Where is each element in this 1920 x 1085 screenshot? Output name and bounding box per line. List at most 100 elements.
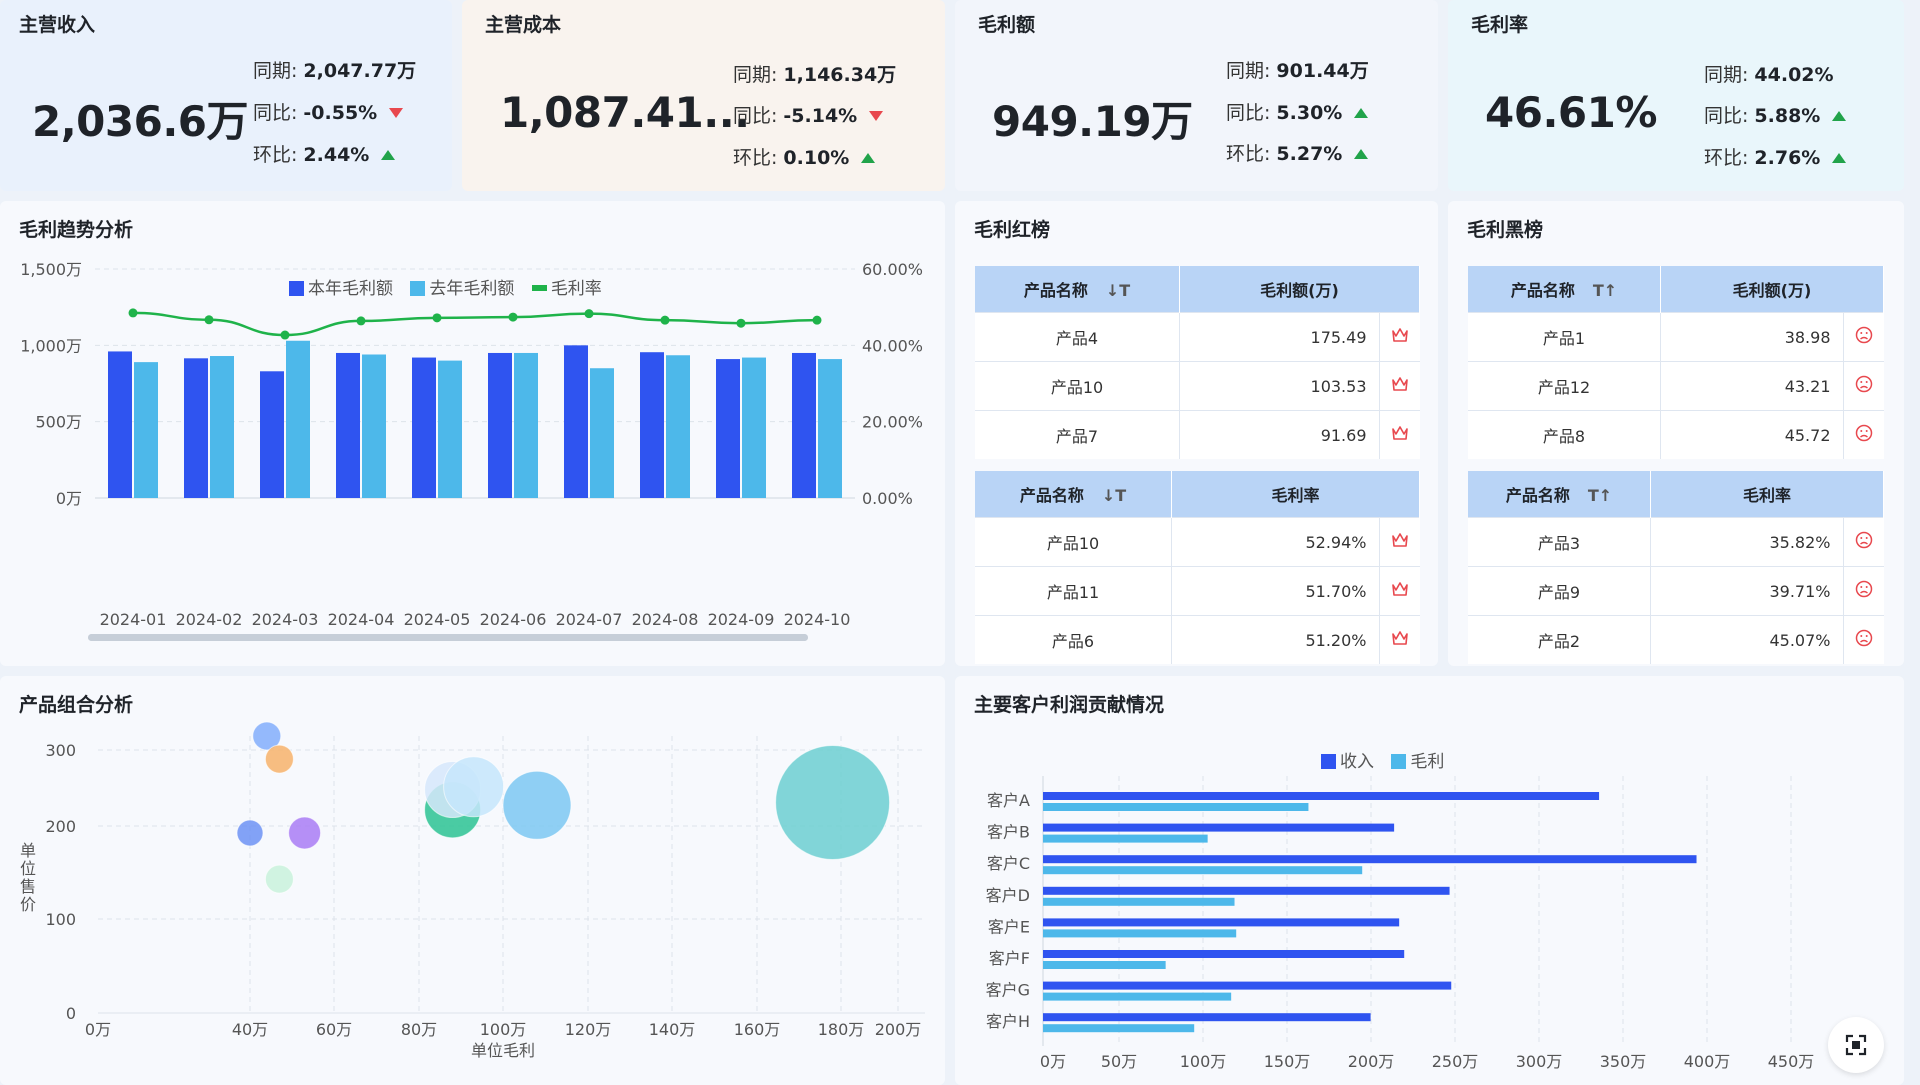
sort-asc-icon[interactable]: T↑: [1592, 281, 1618, 300]
column-header: 毛利率: [1650, 471, 1884, 518]
panel-title: 毛利黑榜: [1467, 219, 1544, 241]
black-ranking-panel: 毛利黑榜 产品名称 T↑ 毛利额(万) 产品1 38.98 产品12 43.21 产品8…: [1448, 201, 1904, 666]
x-tick-label: 40万: [232, 1020, 268, 1039]
legend-item[interactable]: 毛利率: [531, 279, 602, 299]
sad-face-icon: [1843, 566, 1884, 616]
sort-asc-icon[interactable]: T↑: [1587, 486, 1613, 505]
margin-point: [660, 315, 670, 325]
legend-item[interactable]: 收入: [1321, 752, 1374, 772]
table-header: 产品名称 ↓T 毛利额(万): [975, 266, 1420, 313]
table-row[interactable]: 产品11 51.70%: [975, 566, 1420, 616]
trend-legend: 本年毛利额 去年毛利额 毛利率: [289, 274, 614, 299]
column-header: 毛利额(万): [1660, 266, 1884, 313]
kpi-value: 949.19万: [992, 97, 1193, 146]
trend-up-icon: [861, 153, 876, 163]
column-header[interactable]: 产品名称 ↓T: [975, 266, 1180, 313]
kpi-row-value: 2.76%: [1754, 147, 1821, 169]
sad-face-icon: [1843, 361, 1884, 411]
kpi-row-value: 5.27%: [1276, 143, 1343, 165]
x-tick-label: 2024-02: [176, 610, 243, 629]
bar-this-year: [108, 351, 132, 498]
y2-tick-label: 60.00%: [862, 260, 923, 279]
table-row[interactable]: 产品9 39.71%: [1468, 566, 1884, 616]
x-tick-label: 2024-09: [708, 610, 775, 629]
table-row[interactable]: 产品10 52.94%: [975, 517, 1420, 567]
crown-icon: [1379, 410, 1420, 459]
y-tick-label: 100: [45, 910, 76, 929]
kpi-row-label: 环比:: [1226, 143, 1271, 165]
kpi-title: 毛利率: [1471, 14, 1529, 36]
bar-profit: [1043, 1024, 1195, 1033]
sort-desc-icon[interactable]: ↓T: [1105, 281, 1131, 300]
column-header[interactable]: 产品名称 T↑: [1468, 471, 1651, 518]
kpi-row-label: 环比:: [1704, 147, 1749, 169]
product-name: 产品10: [975, 517, 1172, 567]
kpi-row-label: 同比:: [1704, 105, 1749, 127]
column-header[interactable]: 产品名称 T↑: [1468, 266, 1661, 313]
table-row[interactable]: 产品2 45.07%: [1468, 615, 1884, 664]
x-tick-label: 100万: [480, 1020, 527, 1039]
profit-value: 91.69: [1179, 410, 1380, 459]
black-table-margin: 产品名称 T↑ 毛利率 产品3 35.82% 产品9 39.71% 产品2 45.07%: [1468, 471, 1884, 664]
margin-value: 51.20%: [1171, 615, 1380, 664]
sort-desc-icon[interactable]: ↓T: [1101, 486, 1127, 505]
y-axis-label: 位: [20, 859, 36, 878]
legend-swatch: [1321, 754, 1336, 769]
bubble: [443, 756, 505, 818]
kpi-row-label: 环比:: [733, 147, 778, 169]
bar-this-year: [488, 352, 512, 498]
bar-last-year: [286, 340, 310, 498]
trend-up-icon: [1832, 153, 1847, 163]
x-tick-label: 400万: [1684, 1052, 1731, 1071]
kpi-row-value: 0.10%: [783, 147, 850, 169]
y-axis-label: 单: [20, 841, 36, 860]
margin-value: 51.70%: [1171, 566, 1380, 616]
kpi-row-period: 同期: 2,047.77万: [253, 56, 416, 83]
fullscreen-button[interactable]: [1828, 1017, 1884, 1073]
legend-item[interactable]: 本年毛利额: [289, 279, 393, 299]
bar-last-year: [210, 356, 234, 498]
legend-item[interactable]: 去年毛利额: [410, 279, 514, 299]
x-tick-label: 2024-06: [480, 610, 547, 629]
kpi-value: 1,087.41...: [500, 88, 750, 137]
trend-panel: 毛利趋势分析 本年毛利额 去年毛利额 毛利率 0万 500万 1,000万 1,500…: [0, 201, 945, 666]
legend-item[interactable]: 毛利: [1391, 752, 1444, 772]
x-tick-label: 80万: [401, 1020, 437, 1039]
x-tick-label: 0万: [85, 1020, 111, 1039]
customer-profit-panel: 主要客户利润贡献情况 收入 毛利 0万 50万 100万 150万 200万 250万 30…: [955, 676, 1904, 1085]
table-row[interactable]: 产品6 51.20%: [975, 615, 1420, 664]
y-tick-label: 1,000万: [20, 336, 82, 355]
kpi-row-value: 5.88%: [1754, 105, 1821, 127]
profit-value: 45.72: [1660, 410, 1844, 459]
bar-this-year: [792, 352, 816, 498]
trend-up-icon: [1832, 111, 1847, 121]
table-row[interactable]: 产品1 38.98: [1468, 312, 1884, 362]
table-row[interactable]: 产品8 45.72: [1468, 410, 1884, 459]
bar-last-year: [514, 352, 538, 498]
margin-value: 39.71%: [1650, 566, 1844, 616]
column-header-label: 产品名称: [1023, 281, 1088, 300]
kpi-row-value: -0.55%: [303, 102, 378, 124]
product-name: 产品12: [1468, 361, 1661, 411]
x-tick-label: 2024-08: [632, 610, 699, 629]
legend-swatch: [289, 281, 304, 296]
profit-value: 38.98: [1660, 312, 1844, 362]
crown-icon: [1379, 312, 1420, 362]
table-row[interactable]: 产品7 91.69: [975, 410, 1420, 459]
y-tick-label: 0万: [56, 489, 82, 508]
x-tick-label: 200万: [1348, 1052, 1395, 1071]
column-header[interactable]: 产品名称 ↓T: [975, 471, 1172, 518]
table-row[interactable]: 产品4 175.49: [975, 312, 1420, 362]
bar-last-year: [666, 355, 690, 498]
table-row[interactable]: 产品12 43.21: [1468, 361, 1884, 411]
kpi-card-revenue: 主营收入 2,036.6万 同期: 2,047.77万 同比: -0.55% 环比:…: [0, 0, 452, 191]
table-row[interactable]: 产品3 35.82%: [1468, 517, 1884, 567]
table-row[interactable]: 产品10 103.53: [975, 361, 1420, 411]
kpi-row-label: 同期:: [253, 60, 298, 82]
margin-point: [508, 312, 518, 322]
kpi-card-gross-profit: 毛利额 949.19万 同期: 901.44万 同比: 5.30% 环比: 5.27%: [955, 0, 1438, 191]
bubble-chart: 0 100 200 300 0万 40万 60万 80万 100万 120万 140万 160万 180…: [20, 721, 925, 1060]
bar-revenue: [1043, 855, 1697, 864]
y2-tick-label: 40.00%: [862, 336, 923, 355]
legend-swatch: [531, 285, 547, 291]
